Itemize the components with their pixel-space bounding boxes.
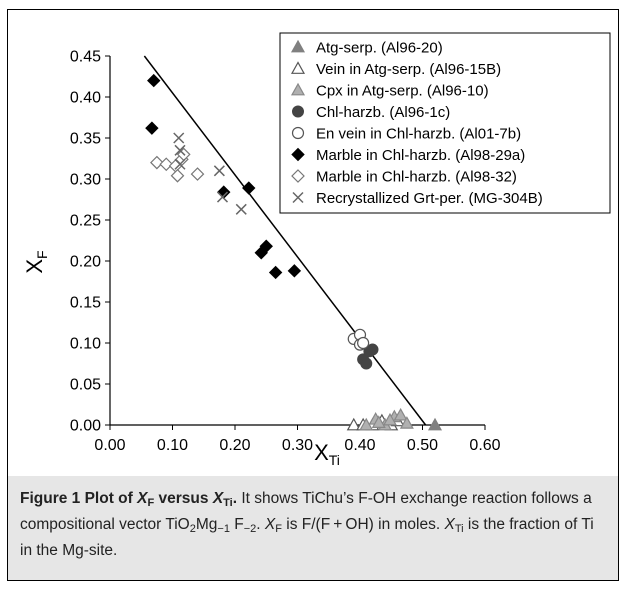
x-axis-label: XTi: [314, 440, 340, 468]
legend-marker: [291, 147, 305, 162]
scatter-chart: 0.00 0.10 0.20 0.30 0.40 0.50 0.60 0.00 0.05 0.10…: [22, 32, 611, 468]
data-point: [287, 264, 302, 278]
data-point: [216, 191, 229, 203]
data-point: [173, 132, 185, 144]
data-point: [235, 203, 247, 215]
data-point: [145, 121, 159, 135]
legend-box: [279, 32, 611, 214]
data-point: [190, 167, 205, 181]
legend-label: Marble in Chl-harzb. (Al98-29a): [316, 147, 525, 164]
tick-labels: 0.00 0.10 0.20 0.30 0.40 0.50 0.60 0.00 0.05 0.10…: [70, 49, 501, 455]
legend-marker: [290, 39, 306, 53]
data-point: [147, 73, 161, 88]
legend-marker: [290, 82, 306, 96]
data-point: [174, 144, 186, 156]
data-point: [382, 412, 398, 426]
axes: [105, 55, 486, 430]
y-tick-label: 0.05: [70, 377, 101, 394]
data-point: [259, 239, 273, 253]
data-point: [213, 165, 225, 177]
legend-label: En vein in Chl-harzb. (Al01-7b): [316, 126, 521, 143]
legend-label: Vein in Atg-serp. (Al96-15B): [316, 61, 501, 78]
data-point: [393, 407, 408, 421]
legend-label: Marble in Chl-harzb. (Al98-32): [316, 169, 517, 186]
figure-caption: Figure 1 Plot of XF versus XTi. It shows…: [20, 490, 594, 559]
y-tick-label: 0.35: [70, 131, 101, 148]
y-tick-label: 0.00: [70, 418, 101, 435]
legend-marker: [292, 191, 304, 204]
legend-marker: [291, 126, 305, 140]
data-point: [357, 336, 370, 350]
legend-marker: [291, 169, 305, 183]
caption-background: [7, 476, 619, 581]
legend-marker: [292, 105, 304, 118]
trend-line-path: [143, 55, 427, 426]
data-point: [242, 181, 256, 195]
x-tick-label: 0.10: [157, 437, 188, 454]
y-tick-label: 0.10: [70, 336, 101, 353]
x-tick-label: 0.00: [94, 437, 125, 454]
x-tick-label: 0.40: [344, 437, 375, 454]
legend-label: Chl-harzb. (Al96-1c): [316, 104, 450, 121]
trend-line: [143, 55, 427, 426]
y-tick-label: 0.45: [70, 49, 101, 66]
data-point: [371, 415, 386, 428]
data-point: [427, 417, 443, 431]
data-point: [399, 416, 414, 429]
data-point: [366, 343, 379, 356]
y-tick-label: 0.15: [70, 295, 101, 312]
legend-marker: [290, 61, 306, 74]
y-tick-label: 0.30: [70, 172, 101, 189]
legend: Atg-serp. (Al96-20) Vein in Atg-serp. (Al…: [279, 32, 611, 214]
data-points: [145, 73, 443, 431]
data-point: [360, 357, 373, 370]
caption-title: Figure 1 Plot of XF versus XTi.: [20, 490, 238, 509]
y-tick-label: 0.40: [70, 90, 101, 107]
y-tick-label: 0.20: [70, 254, 101, 271]
data-point: [268, 265, 283, 280]
y-tick-label: 0.25: [70, 213, 101, 230]
y-axis-label: XF: [22, 250, 50, 273]
x-tick-label: 0.30: [282, 437, 313, 454]
legend-label: Recrystallized Grt-per. (MG-304B): [316, 190, 543, 207]
data-point: [346, 417, 361, 431]
data-point: [174, 158, 186, 170]
data-point: [159, 157, 174, 172]
x-tick-label: 0.60: [469, 437, 500, 454]
x-tick-label: 0.50: [407, 437, 438, 454]
legend-label: Atg-serp. (Al96-20): [316, 40, 443, 57]
data-point: [170, 168, 185, 183]
legend-label: Cpx in Atg-serp. (Al96-10): [316, 83, 489, 100]
x-tick-label: 0.20: [219, 437, 250, 454]
data-point: [150, 155, 164, 170]
